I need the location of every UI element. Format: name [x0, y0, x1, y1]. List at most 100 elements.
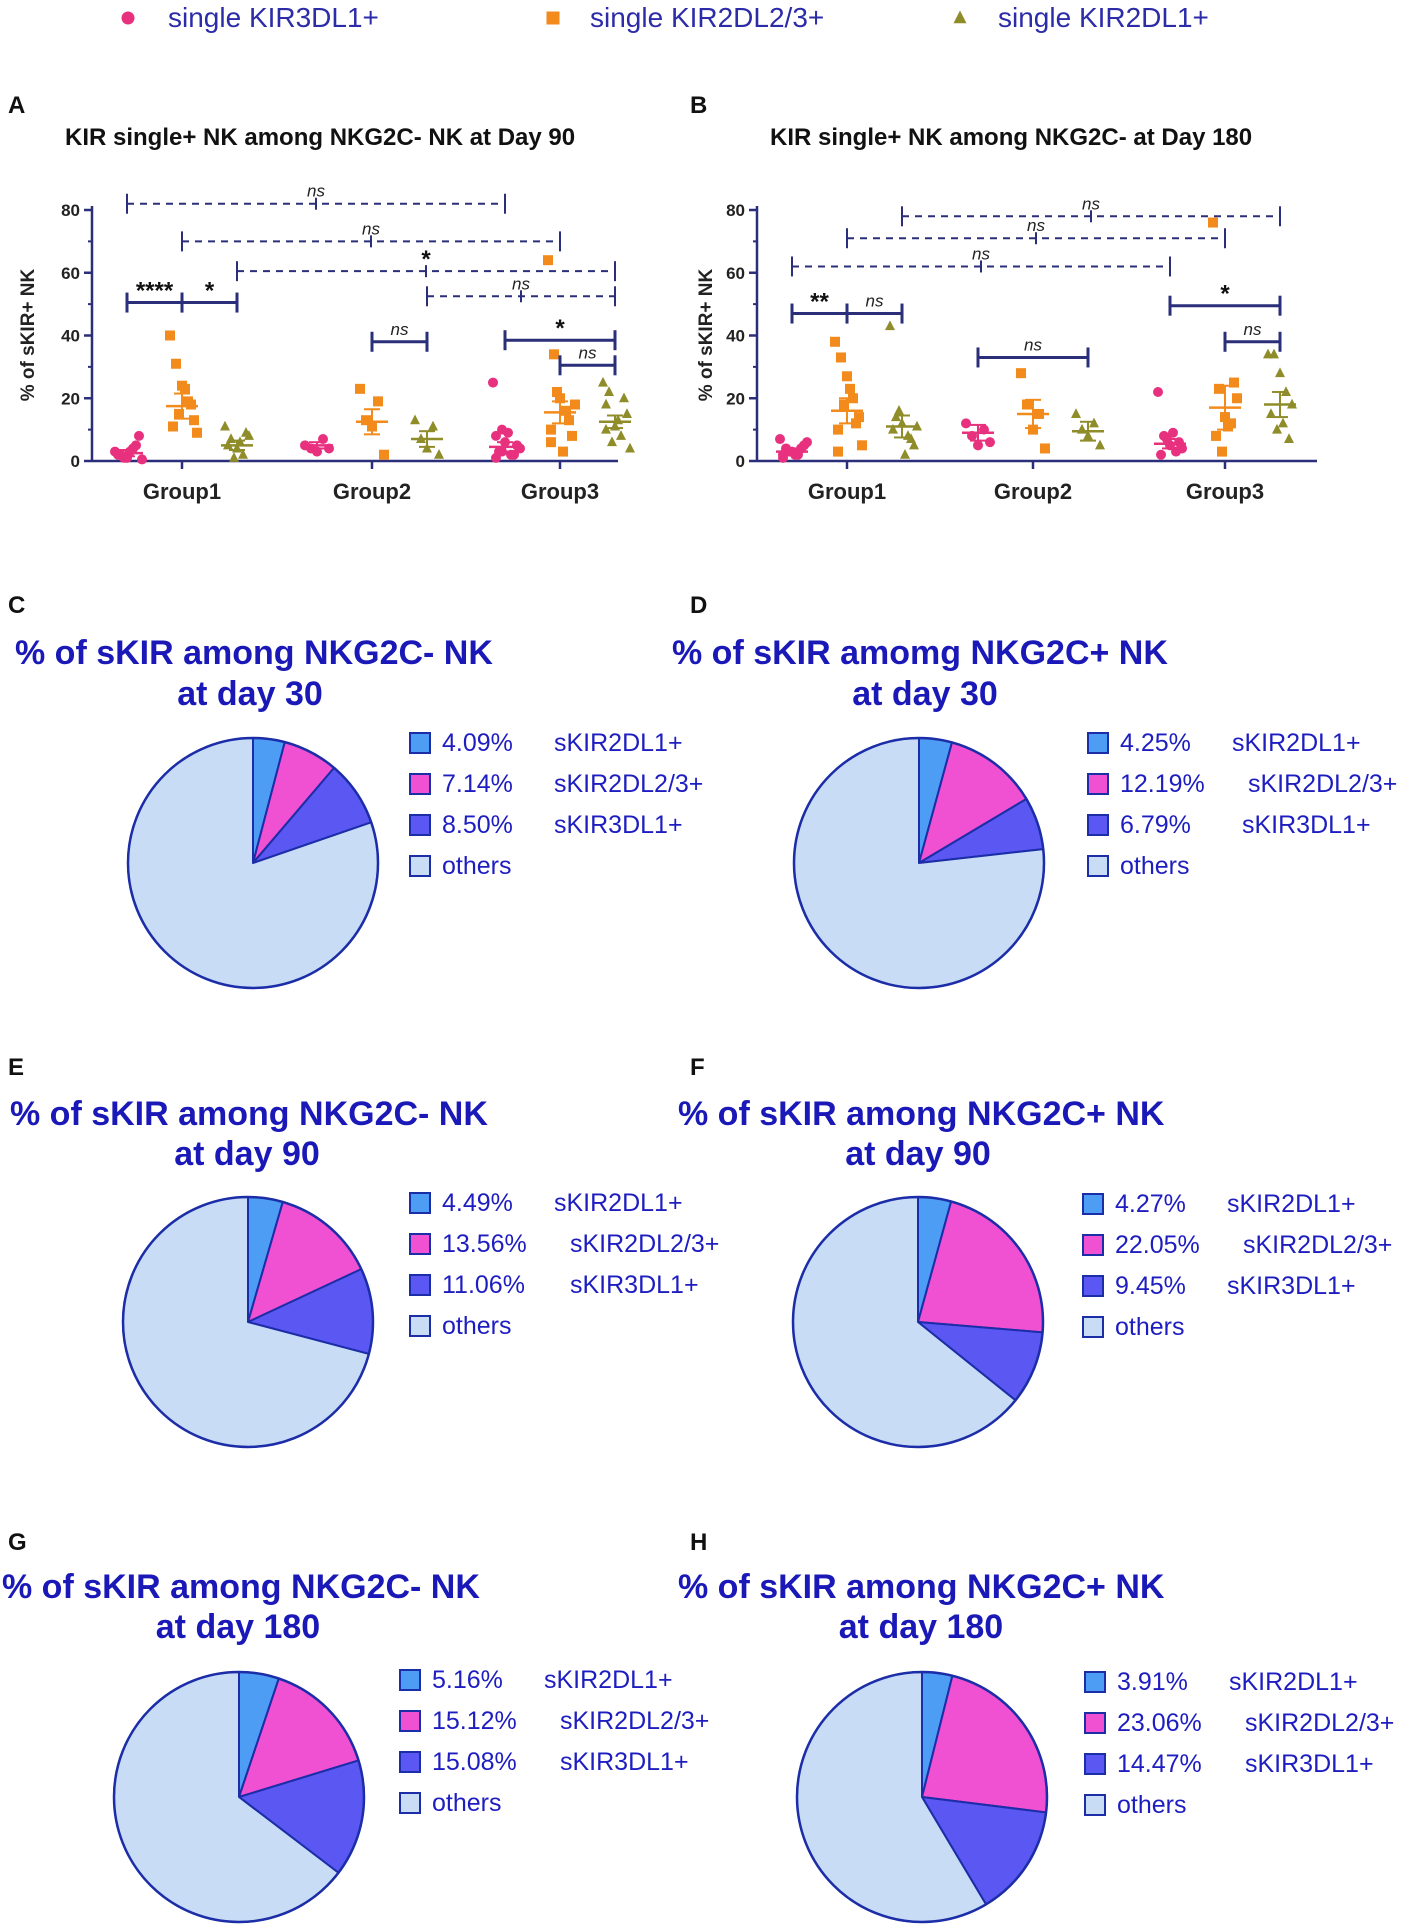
data-point-square [189, 415, 199, 426]
pie-legend-name: others [1117, 1791, 1186, 1819]
pie-outline [121, 1195, 375, 1449]
x-category-label: Group1 [808, 479, 886, 504]
pie-legend-name: sKIR2DL2/3+ [554, 770, 703, 798]
significance-label: ns [391, 320, 409, 339]
pie-legend-item: 8.50% sKIR3DL1+ [409, 811, 683, 839]
pie-title-line2: at day 30 [177, 675, 323, 713]
pie-legend-item: 3.91% sKIR2DL1+ [1084, 1668, 1358, 1696]
pie-legend-name: sKIR3DL1+ [554, 811, 683, 839]
pie-legend-swatch [409, 814, 431, 836]
pie-legend-value: 12.19% [1120, 770, 1205, 798]
data-point-circle [497, 424, 507, 435]
data-point-triangle [598, 376, 608, 387]
data-point-circle [775, 434, 785, 445]
pie-title-line1: % of sKIR among NKG2C- NK [15, 634, 493, 672]
pie-legend-item: others [399, 1789, 501, 1817]
pie-legend-swatch [1084, 1671, 1106, 1693]
significance-label: * [205, 278, 215, 305]
data-point-square [839, 399, 849, 410]
data-point-square [836, 352, 846, 363]
data-point-circle [134, 430, 144, 441]
data-point-triangle [625, 442, 635, 453]
significance-label: * [1220, 281, 1230, 308]
pie-title-line1: % of sKIR among NKG2C+ NK [678, 1095, 1165, 1133]
chart-title: KIR single+ NK among NKG2C- NK at Day 90 [65, 124, 575, 151]
pie-legend-swatch [1084, 1712, 1106, 1734]
pie-title-line2: at day 90 [174, 1135, 320, 1173]
data-point-triangle [1275, 367, 1285, 378]
pie-legend-name: sKIR2DL2/3+ [1245, 1709, 1394, 1737]
legend-marker-triangle [953, 10, 967, 24]
y-tick-label: 0 [736, 452, 745, 471]
data-point-square [549, 349, 559, 360]
pie-legend-item: 4.49% sKIR2DL1+ [409, 1189, 683, 1217]
significance-label: * [555, 315, 565, 342]
legend-marker-circle [121, 11, 135, 25]
significance-label: ns [1024, 335, 1042, 354]
scatter-panel-B: B KIR single+ NK among NKG2C- at Day 180 0… [690, 92, 1317, 504]
pie-legend-swatch [1087, 773, 1109, 795]
pie-legend-value: 4.09% [442, 729, 513, 757]
data-point-square [171, 358, 181, 369]
panel-letter: E [8, 1054, 24, 1081]
pie-legend-item: others [1082, 1313, 1184, 1341]
pie-legend-value: 4.49% [442, 1189, 513, 1217]
pie-legend-name: sKIR2DL2/3+ [1243, 1231, 1392, 1259]
data-point-square [833, 424, 843, 435]
x-category-label: Group1 [143, 479, 221, 504]
y-tick-label: 20 [61, 389, 80, 408]
pie-legend-value: 3.91% [1117, 1668, 1188, 1696]
data-point-triangle [1272, 423, 1282, 434]
data-point-square [361, 415, 371, 426]
data-point-circle [137, 454, 147, 465]
pie-legend-swatch [409, 1192, 431, 1214]
data-point-triangle [229, 452, 239, 462]
scatter-panel-A: A KIR single+ NK among NKG2C- NK at Day 9… [8, 92, 635, 504]
pie-outline [112, 1670, 366, 1924]
pie-title-line2: at day 90 [845, 1135, 991, 1173]
pie-legend-swatch [409, 1274, 431, 1296]
data-point-circle [131, 440, 141, 451]
data-point-square [165, 330, 175, 341]
panel-letter: C [8, 592, 25, 619]
pie-legend-swatch [399, 1751, 421, 1773]
pie-title-line2: at day 180 [839, 1608, 1003, 1646]
data-point-square [355, 383, 365, 394]
data-point-square [1022, 399, 1032, 410]
data-point-square [1217, 446, 1227, 457]
pie-legend-item: others [409, 1312, 511, 1340]
pie-legend-item: 15.12% sKIR2DL2/3+ [399, 1707, 709, 1735]
y-tick-label: 80 [61, 201, 80, 220]
pie-title-line2: at day 30 [852, 675, 998, 713]
data-point-square [180, 383, 190, 394]
data-point-circle [1168, 427, 1178, 438]
pie-legend-swatch [399, 1669, 421, 1691]
pie-legend-value: 11.06% [442, 1271, 525, 1299]
pie-legend-name: others [1120, 852, 1189, 880]
data-point-square [857, 440, 867, 451]
y-axis-label: % of sKIR+ NK [696, 268, 717, 401]
data-point-circle [1153, 386, 1163, 397]
data-point-square [1229, 377, 1239, 388]
data-point-triangle [410, 414, 420, 425]
pie-outline [792, 736, 1046, 990]
data-point-square [842, 371, 852, 382]
y-tick-label: 40 [61, 327, 80, 346]
data-point-square [186, 399, 196, 410]
data-point-square [1040, 443, 1050, 454]
data-point-square [379, 449, 389, 460]
legend-item: single KIR2DL1+ [953, 2, 1209, 33]
data-point-square [567, 430, 577, 441]
pie-title-line1: % of sKIR amomg NKG2C+ NK [672, 634, 1168, 672]
pie-legend-item: others [1087, 852, 1189, 880]
pie-legend-name: sKIR2DL1+ [554, 1189, 683, 1217]
pie-legend-swatch [409, 1233, 431, 1255]
data-point-circle [973, 440, 983, 451]
pie-legend-value: 5.16% [432, 1666, 503, 1694]
data-point-triangle [601, 423, 611, 434]
panel-letter: B [690, 92, 707, 119]
data-point-square [1214, 383, 1224, 394]
